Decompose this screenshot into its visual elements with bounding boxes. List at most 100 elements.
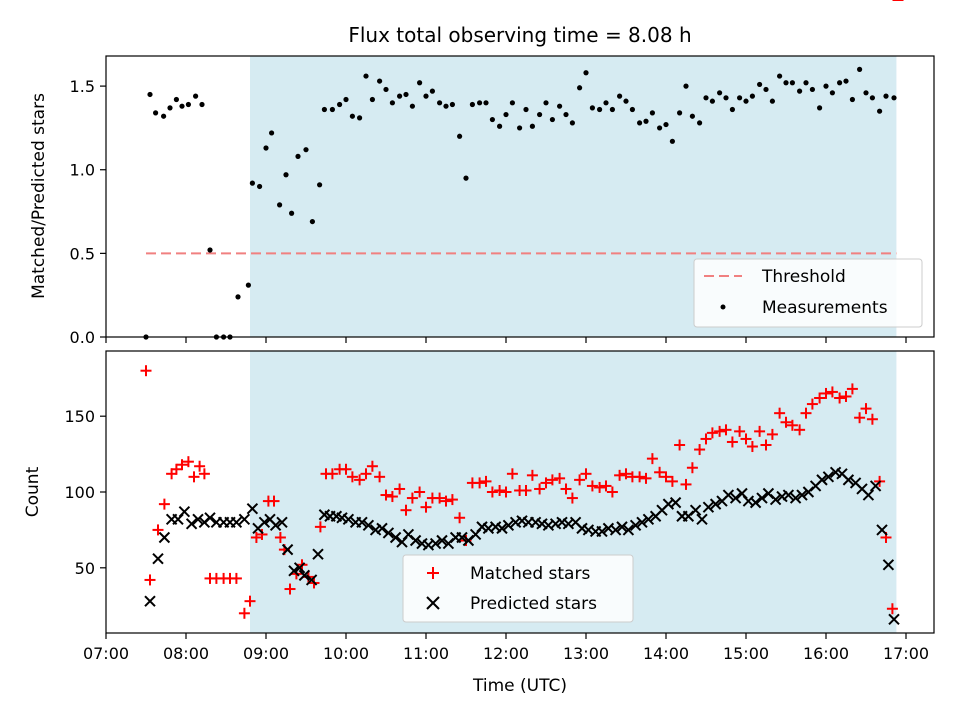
y-tick-label: 1.0 [70,161,95,180]
predicted-star-point [192,513,204,525]
matched-star-point [386,491,398,503]
predicted-star-point [276,516,288,529]
predicted-star-point [298,569,311,582]
matched-star-point [606,486,618,498]
matched-star-point [694,444,706,456]
measurement-point [563,111,569,118]
matched-star-point [614,469,626,481]
measurement-point [683,83,689,89]
top-legend: Threshold Measurements [693,258,923,328]
matched-star-point [726,436,738,448]
predicted-star-point [246,502,259,515]
matched-star-point [506,468,518,480]
measurement-point [877,108,883,114]
measurement-point [369,96,375,103]
measurement-point [657,125,663,131]
measurement-point [577,85,583,91]
predicted-star-point [862,489,875,501]
measurement-point [509,100,515,106]
predicted-star-point [669,496,682,509]
measurement-point [269,130,275,136]
matched-star-point [434,492,446,504]
measurement-point [717,90,723,96]
measurement-point [803,80,809,86]
measurement-point [397,93,403,99]
matched-star-point [540,477,552,489]
predicted-star-point [636,516,648,529]
matched-star-point [560,483,572,495]
matched-star-point [640,472,652,484]
matched-star-point [360,468,372,480]
predicted-star-point [616,521,628,533]
matched-star-point [326,468,338,480]
measurement-point [609,106,616,113]
matched-star-point [420,501,432,513]
predicted-star-point [152,553,164,565]
predicted-star-point [782,489,795,501]
matched-star-point [158,498,170,510]
legend-measurement-label: Measurements [762,298,888,318]
matched-star-point [268,495,280,507]
y-tick-label: 50 [75,559,95,578]
matched-star-point [188,471,200,483]
x-tick-label: 10:00 [323,644,369,663]
measurement-point [349,113,355,119]
matched-star-point [646,453,658,465]
predicted-star-point [749,496,762,509]
matched-star-point [594,481,606,493]
matched-star-point [198,468,210,480]
matched-star-point [454,512,466,524]
matched-star-point [826,386,838,398]
measurement-point [429,88,435,94]
predicted-star-point [185,518,198,530]
matched-star-point [660,471,672,483]
predicted-star-point [230,516,243,529]
measurement-point [557,103,563,109]
measurement-point [329,106,335,113]
measurement-point [409,103,415,109]
measurement-point [677,110,683,116]
matched-star-point [580,468,592,480]
measurement-point [193,93,199,99]
matched-star-point [840,390,852,402]
predicted-star-point [342,513,355,525]
predicted-star-point [456,531,468,544]
predicted-star-point [702,501,715,513]
predicted-star-point [876,524,888,536]
matched-star-point [354,474,366,486]
measurement-point [769,98,776,104]
matched-star-point [740,433,752,445]
matched-star-point [706,427,718,439]
measurement-point [377,78,383,84]
predicted-star-point [596,525,608,538]
matched-star-point [414,486,426,498]
matched-star-point [374,471,386,483]
measurement-point [489,116,495,123]
measurement-point [295,153,301,159]
measurement-point [153,110,159,116]
measurement-point [817,105,823,111]
matched-star-point [674,439,686,451]
measurement-point [809,86,816,93]
matched-star-point [284,583,296,595]
measurement-point [869,95,876,101]
measurement-point [617,93,623,99]
measurement-point [337,101,343,108]
predicted-star-point [158,531,171,544]
predicted-star-point [436,534,448,547]
matched-star-point [140,365,152,377]
measurement-point [583,70,589,76]
measurement-point [823,83,829,89]
matched-star-point [520,484,532,496]
measurement-point [689,113,696,119]
matched-star-point [820,387,832,399]
measurement-point [537,111,543,118]
measurement-point [503,111,509,118]
matched-star-point [440,495,452,507]
matched-star-point [380,489,392,501]
measurement-point [179,103,185,109]
matched-star-point [766,428,778,440]
predicted-star-point [502,519,515,532]
measurement-point [437,100,443,106]
x-axis-label: Time (UTC) [472,676,567,696]
